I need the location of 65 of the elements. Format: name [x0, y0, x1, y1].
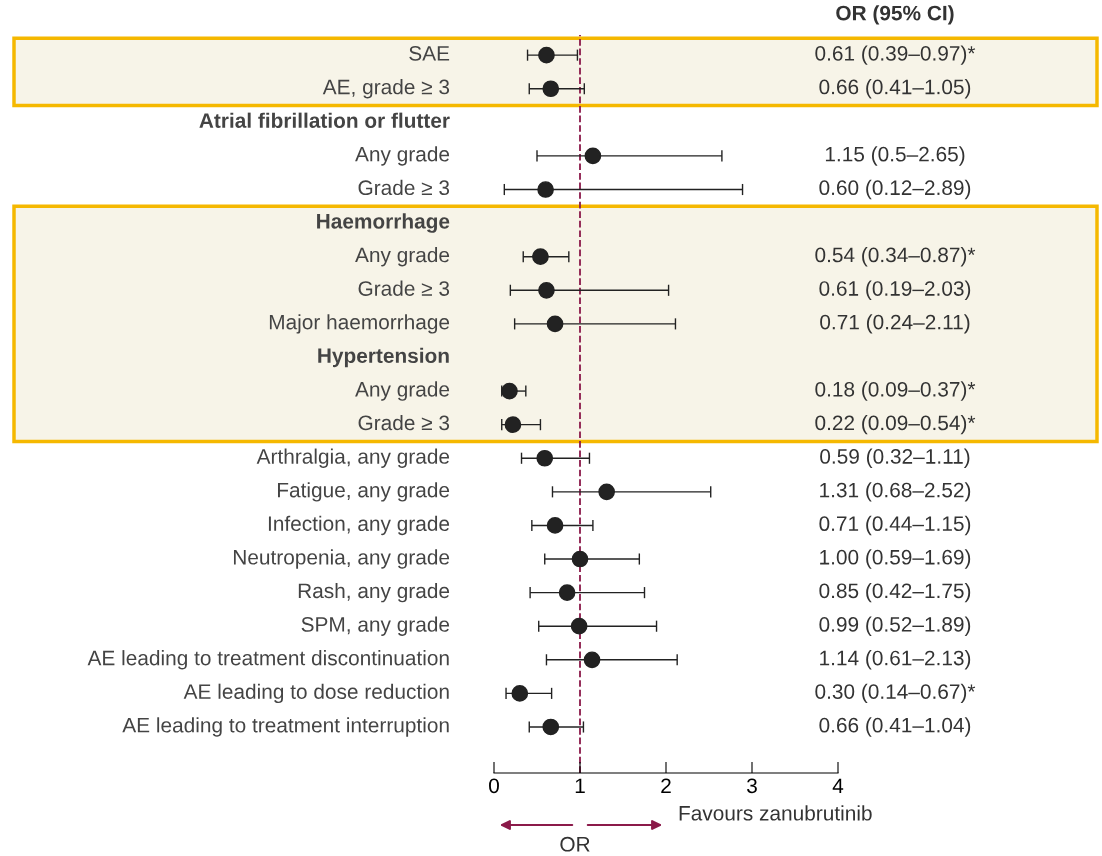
point	[546, 517, 564, 534]
y-tick-label: Major haemorrhage	[269, 314, 450, 334]
text: Favours zanubrutinib	[679, 805, 872, 821]
x-tick-label: 3	[747, 778, 757, 794]
x-tick-label: 1	[575, 778, 585, 793]
data-label: 1.31 (0.68–2.52)	[820, 482, 971, 502]
point	[538, 281, 555, 299]
y-tick-label: Hypertension	[318, 347, 449, 368]
data-label: 0.22 (0.09–0.54)*	[815, 414, 976, 435]
data-label: 1.15 (0.5–2.65)	[825, 146, 965, 166]
data-label: 0.85 (0.42–1.75)	[819, 582, 971, 603]
y-tick-label: SAE	[409, 45, 450, 61]
data-label: 0.60 (0.12–2.89)	[819, 179, 971, 200]
y-tick-label: Neutropenia, any grade	[233, 549, 450, 569]
point	[511, 685, 529, 702]
point	[571, 550, 589, 568]
y-tick-label: Grade ≥ 3	[358, 414, 450, 431]
data-label: 0.61 (0.39–0.97)*	[815, 45, 976, 65]
point	[546, 315, 564, 333]
data-label: 0.66 (0.41–1.04)	[819, 717, 971, 737]
y-tick-label: AE leading to treatment discontinuation	[87, 650, 449, 670]
text: OR (95% CI)	[836, 5, 954, 25]
data-label: 0.54 (0.34–0.87)*	[815, 246, 976, 267]
point	[501, 382, 518, 400]
y-tick-label: Infection, any grade	[268, 515, 450, 536]
point	[537, 181, 554, 198]
data-label: 0.66 (0.41–1.05)	[819, 79, 971, 99]
point	[504, 416, 522, 433]
data-label: 1.00 (0.59–1.69)	[820, 549, 971, 569]
data-label: 0.59 (0.32–1.11)	[820, 448, 970, 468]
data-label: 0.61 (0.19–2.03)	[819, 280, 971, 300]
point	[584, 147, 602, 165]
point	[570, 617, 588, 635]
point	[538, 46, 555, 64]
y-tick-label: AE leading to dose reduction	[183, 683, 449, 704]
data-label: 1.14 (0.61–2.13)	[820, 650, 971, 670]
data-label: 0.71 (0.44–1.15)	[819, 515, 971, 536]
x-tick-label: 4	[832, 778, 844, 793]
x-tick-label: 2	[661, 778, 671, 793]
y-tick-label: SPM, any grade	[301, 616, 450, 636]
point	[532, 248, 549, 266]
y-tick-label: AE leading to treatment interruption	[122, 717, 449, 737]
point	[558, 584, 576, 601]
point	[583, 651, 601, 669]
y-tick-label: Fatigue, any grade	[278, 482, 450, 502]
y-tick-label: Atrial fibrillation or flutter	[199, 112, 450, 128]
x-tick-label: 0	[489, 778, 499, 794]
data-label: 0.30 (0.14–0.67)*	[815, 683, 976, 704]
data-label: 0.99 (0.52–1.89)	[819, 616, 971, 636]
y-tick-label: Grade ≥ 3	[358, 280, 450, 296]
y-tick-label: Rash, any grade	[298, 582, 450, 603]
y-tick-label: Any grade	[355, 146, 450, 166]
x-axis-title: OR	[560, 836, 590, 852]
y-tick-label: Grade ≥ 3	[358, 179, 450, 196]
y-tick-label: Arthralgia, any grade	[256, 448, 450, 468]
point	[536, 449, 554, 467]
y-tick-label: Haemorrhage	[317, 213, 450, 233]
point	[598, 483, 615, 501]
y-tick-label: Any grade	[355, 246, 450, 267]
y-tick-label: Any grade	[355, 381, 450, 401]
point	[542, 718, 560, 736]
y-tick-label: AE, grade ≥ 3	[322, 79, 450, 99]
data-label: 0.71 (0.24–2.11)	[820, 314, 970, 334]
point	[542, 80, 560, 98]
data-label: 0.18 (0.09–0.37)*	[815, 381, 976, 401]
